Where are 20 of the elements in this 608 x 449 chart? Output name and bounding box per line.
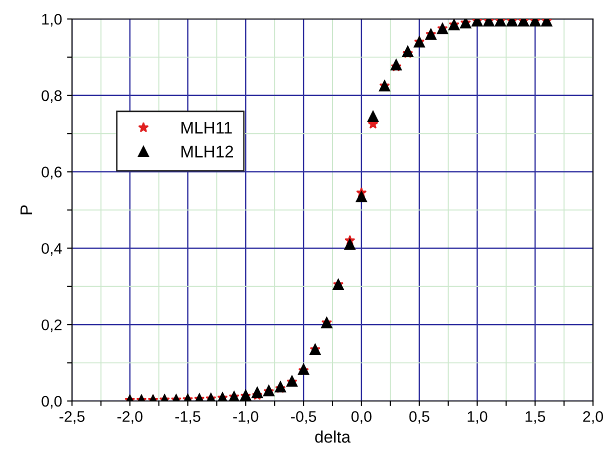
y-tick-label: 0,2 — [42, 319, 62, 332]
y-tick-label: 0,6 — [42, 166, 62, 180]
x-axis-title: delta — [315, 430, 351, 443]
x-tick-label: 0,5 — [409, 411, 430, 424]
x-tick-label: -1,0 — [233, 411, 258, 424]
x-tick-label: -2,0 — [117, 411, 142, 424]
x-tick-label: -0,5 — [291, 411, 316, 424]
x-tick-label: 2,0 — [583, 411, 604, 424]
x-tick-label: 0,0 — [351, 411, 372, 424]
legend-label: MLH12 — [182, 146, 234, 158]
x-tick-label: -1,5 — [175, 411, 200, 424]
y-axis-title: P — [20, 205, 32, 214]
y-tick-label: 0,8 — [42, 90, 62, 103]
x-tick-label: 1,5 — [526, 411, 546, 424]
y-tick-label: 0,0 — [42, 396, 62, 408]
x-tick-label: 1,0 — [468, 411, 488, 424]
legend-label: MLH11 — [182, 122, 232, 134]
y-tick-label: 0,4 — [42, 243, 62, 256]
y-tick-label: 1,0 — [42, 14, 62, 26]
x-tick-label: -2,5 — [60, 411, 85, 424]
